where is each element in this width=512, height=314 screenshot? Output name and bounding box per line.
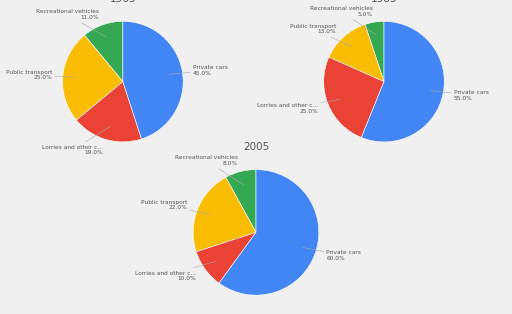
Title: 1965: 1965 bbox=[110, 0, 136, 4]
Text: Public transport
13.0%: Public transport 13.0% bbox=[290, 24, 352, 47]
Wedge shape bbox=[62, 35, 123, 120]
Title: 2005: 2005 bbox=[243, 142, 269, 152]
Wedge shape bbox=[123, 21, 183, 139]
Text: Lorries and other c...
10.0%: Lorries and other c... 10.0% bbox=[135, 261, 217, 281]
Text: Private cars
45.0%: Private cars 45.0% bbox=[169, 65, 228, 76]
Text: Lorries and other c...
19.0%: Lorries and other c... 19.0% bbox=[42, 127, 110, 155]
Text: Lorries and other c...
25.0%: Lorries and other c... 25.0% bbox=[257, 99, 340, 114]
Text: Private cars
55.0%: Private cars 55.0% bbox=[430, 90, 488, 101]
Text: Public transport
22.0%: Public transport 22.0% bbox=[141, 200, 210, 214]
Wedge shape bbox=[76, 82, 141, 142]
Text: Public transport
25.0%: Public transport 25.0% bbox=[6, 69, 76, 80]
Title: 1985: 1985 bbox=[371, 0, 397, 4]
Wedge shape bbox=[219, 170, 319, 295]
Wedge shape bbox=[196, 232, 256, 283]
Wedge shape bbox=[329, 24, 384, 82]
Wedge shape bbox=[361, 21, 444, 142]
Text: Recreational vehicles
8.0%: Recreational vehicles 8.0% bbox=[175, 155, 244, 185]
Text: Recreational vehicles
11.0%: Recreational vehicles 11.0% bbox=[36, 9, 107, 37]
Wedge shape bbox=[365, 21, 384, 82]
Wedge shape bbox=[84, 21, 123, 82]
Wedge shape bbox=[226, 170, 256, 232]
Wedge shape bbox=[324, 57, 384, 138]
Text: Private cars
60.0%: Private cars 60.0% bbox=[303, 247, 361, 261]
Wedge shape bbox=[193, 177, 256, 252]
Text: Recreational vehicles
5.0%: Recreational vehicles 5.0% bbox=[310, 6, 376, 35]
